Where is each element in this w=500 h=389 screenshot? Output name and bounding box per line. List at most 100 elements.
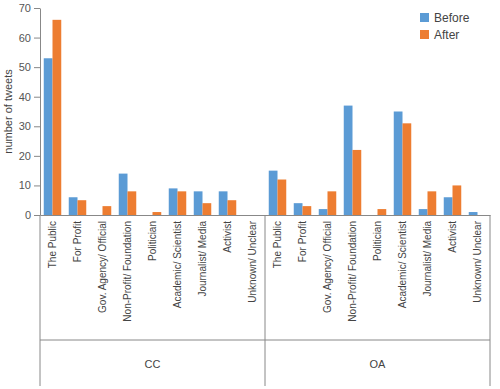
legend-item: Before xyxy=(420,11,470,25)
bar xyxy=(269,171,278,215)
y-tick-label: 70 xyxy=(19,2,31,14)
x-tick-label: Politician xyxy=(147,221,158,261)
bar xyxy=(428,191,437,215)
bar xyxy=(44,58,53,215)
legend-swatch xyxy=(420,30,429,39)
x-tick-label: Activist xyxy=(222,221,233,253)
x-tick-label: Journalist/ Media xyxy=(422,221,433,297)
x-tick: Activist xyxy=(447,221,458,253)
bar xyxy=(469,212,478,215)
bar xyxy=(103,206,112,215)
bar xyxy=(178,191,187,215)
x-tick: For Profit xyxy=(72,221,83,262)
legend-swatch xyxy=(420,13,429,22)
group-divider xyxy=(40,340,490,341)
y-tick: 40 xyxy=(19,91,40,103)
x-tick: Journalist/ Media xyxy=(197,221,208,297)
x-tick-label: The Public xyxy=(47,221,58,268)
x-tick: Activist xyxy=(222,221,233,253)
y-tick-mark xyxy=(34,97,40,98)
bar xyxy=(394,112,403,216)
y-axis: 0 10 20 30 40 50 60 70 xyxy=(19,2,41,221)
bar xyxy=(319,209,328,215)
y-tick-mark xyxy=(34,126,40,127)
x-tick-label: The Public xyxy=(272,221,283,268)
x-tick: Academic/ Scientist xyxy=(172,221,183,308)
legend-item: After xyxy=(420,28,459,42)
bar xyxy=(478,215,487,216)
y-axis-line xyxy=(40,9,41,216)
group-label: OA xyxy=(370,358,387,370)
bar xyxy=(228,200,237,215)
y-tick: 50 xyxy=(19,61,40,73)
bar xyxy=(128,191,137,215)
x-tick-label: Politician xyxy=(372,221,383,261)
y-tick: 0 xyxy=(25,209,40,221)
bar xyxy=(219,191,228,215)
x-tick-label: Academic/ Scientist xyxy=(397,221,408,308)
bar xyxy=(169,188,178,215)
y-axis-title: number of tweets xyxy=(2,69,14,154)
x-tick: Non-Profit/ Foundation xyxy=(347,221,358,322)
group-separator xyxy=(490,215,491,386)
x-tick: Politician xyxy=(372,221,383,261)
x-tick: Unknown/ Unclear xyxy=(247,220,258,302)
bar xyxy=(294,203,303,215)
legend-label: Before xyxy=(434,11,470,25)
x-tick: The Public xyxy=(47,221,58,268)
y-tick-label: 30 xyxy=(19,120,31,132)
x-tick: Unknown/ Unclear xyxy=(472,220,483,302)
bars xyxy=(44,20,478,215)
bar xyxy=(344,106,353,215)
x-tick: The Public xyxy=(272,221,283,268)
bar xyxy=(53,20,62,215)
bar xyxy=(119,174,128,215)
bar xyxy=(203,203,212,215)
bar xyxy=(353,150,362,215)
legend-label: After xyxy=(434,28,459,42)
y-tick-label: 50 xyxy=(19,61,31,73)
y-tick-label: 60 xyxy=(19,32,31,44)
x-tick: Gov. Agency/ Official xyxy=(322,221,333,313)
y-tick-mark xyxy=(34,8,40,9)
bar xyxy=(453,185,462,215)
bar xyxy=(144,215,153,216)
bar xyxy=(94,215,103,216)
group-separators xyxy=(40,215,490,386)
y-tick-mark xyxy=(34,185,40,186)
bar xyxy=(278,180,287,215)
y-tick-mark xyxy=(34,38,40,39)
x-tick-label: Journalist/ Media xyxy=(197,221,208,297)
group-separator xyxy=(40,215,41,386)
bar xyxy=(194,191,203,215)
bar xyxy=(419,209,428,215)
x-tick-label: Unknown/ Unclear xyxy=(472,220,483,302)
bar xyxy=(78,200,87,215)
bar xyxy=(328,191,337,215)
y-tick-label: 10 xyxy=(19,179,31,191)
y-tick-mark xyxy=(34,215,40,216)
legend: Before After xyxy=(420,11,470,42)
x-tick: Academic/ Scientist xyxy=(397,221,408,308)
bar xyxy=(444,197,453,215)
y-tick: 20 xyxy=(19,150,40,162)
x-tick-label: Non-Profit/ Foundation xyxy=(122,221,133,322)
group-label: CC xyxy=(145,358,161,370)
x-tick-label: Unknown/ Unclear xyxy=(247,220,258,302)
y-tick-label: 0 xyxy=(25,209,31,221)
x-tick-label: Activist xyxy=(447,221,458,253)
x-tick-label: Gov. Agency/ Official xyxy=(97,221,108,313)
x-tick: Non-Profit/ Foundation xyxy=(122,221,133,322)
bar xyxy=(303,206,312,215)
y-tick: 70 xyxy=(19,2,40,14)
x-tick: For Profit xyxy=(297,221,308,262)
chart: 0 10 20 30 40 50 60 70 The Public For Profit Gov. … xyxy=(0,0,500,389)
x-tick: Journalist/ Media xyxy=(422,221,433,297)
bar xyxy=(378,209,387,215)
x-tick: Politician xyxy=(147,221,158,261)
x-tick-label: For Profit xyxy=(297,221,308,262)
y-tick-label: 20 xyxy=(19,150,31,162)
y-tick: 60 xyxy=(19,32,40,44)
y-tick-mark xyxy=(34,67,40,68)
y-tick-mark xyxy=(34,156,40,157)
